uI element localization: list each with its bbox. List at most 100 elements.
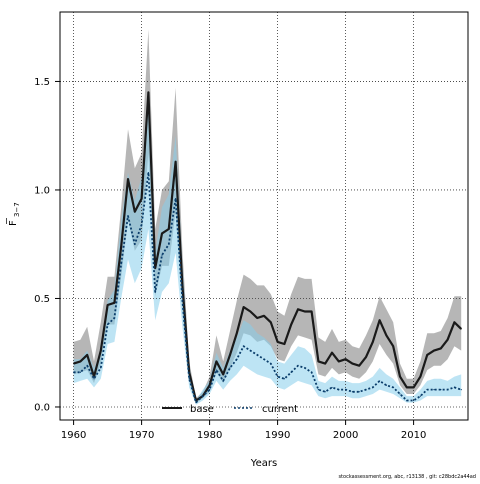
current-point-1978 — [195, 402, 197, 404]
y-tick-label-1.5: 1.5 — [34, 77, 50, 88]
current-point-2017 — [460, 389, 462, 391]
x-axis: 1960 1970 1980 1990 2000 2010 — [61, 420, 426, 441]
grid-lines — [60, 12, 468, 420]
base-point-1994 — [304, 310, 306, 313]
current-point-2013 — [433, 389, 435, 391]
base-point-2017 — [460, 328, 462, 330]
base-point-2006 — [385, 334, 387, 336]
current-point-1991 — [283, 378, 285, 380]
base-point-1995 — [311, 310, 313, 313]
y-axis-title-subscript: 3−7 — [13, 202, 21, 217]
base-point-1997 — [324, 362, 326, 365]
base-point-1988 — [263, 315, 265, 317]
base-point-2003 — [365, 356, 367, 358]
current-point-1994 — [304, 367, 306, 369]
current-point-1996 — [317, 389, 319, 391]
y-axis-title-main: F — [8, 220, 19, 226]
base-point-2005 — [379, 319, 381, 321]
x-tick-label-1990: 1990 — [265, 430, 290, 441]
base-point-2012 — [426, 354, 428, 356]
base-point-2014 — [440, 347, 442, 349]
current-point-2001 — [351, 391, 353, 393]
current-point-1976 — [181, 300, 183, 302]
base-series-line — [73, 91, 462, 402]
base-point-1971 — [147, 91, 149, 93]
current-point-1993 — [297, 365, 299, 367]
legend: base current — [162, 404, 298, 415]
base-confidence-band — [73, 29, 462, 403]
current-point-1997 — [324, 391, 326, 393]
current-point-2010 — [413, 399, 415, 402]
current-point-1981 — [215, 369, 217, 371]
current-point-2002 — [358, 391, 360, 393]
base-point-2008 — [399, 375, 401, 378]
current-point-2004 — [372, 386, 374, 389]
current-point-2009 — [406, 399, 408, 402]
base-point-1989 — [270, 321, 272, 323]
current-point-2014 — [440, 389, 442, 391]
current-point-1987 — [256, 354, 258, 356]
base-point-1974 — [168, 228, 170, 230]
current-point-1984 — [236, 358, 238, 360]
current-point-1983 — [229, 367, 231, 369]
current-points — [73, 171, 462, 404]
current-point-2003 — [365, 389, 367, 391]
base-point-1970 — [141, 198, 143, 200]
base-point-1981 — [215, 360, 217, 363]
base-point-1982 — [222, 373, 224, 376]
x-tick-label-1960: 1960 — [61, 430, 86, 441]
current-point-2006 — [385, 384, 387, 386]
x-tick-label-2000: 2000 — [333, 430, 358, 441]
current-point-1992 — [290, 371, 292, 373]
current-point-1966 — [113, 317, 115, 319]
base-point-1968 — [127, 178, 129, 180]
current-point-1989 — [270, 362, 272, 365]
x-axis-title: Years — [250, 458, 277, 469]
plot-frame — [59, 11, 469, 421]
y-tick-label-0.5: 0.5 — [34, 294, 50, 305]
current-point-1985 — [243, 345, 245, 347]
base-point-2007 — [392, 345, 394, 347]
base-point-1972 — [154, 267, 156, 269]
base-point-2004 — [372, 341, 374, 343]
current-point-1988 — [263, 358, 265, 360]
base-point-1992 — [290, 323, 292, 326]
current-point-1967 — [120, 263, 122, 265]
y-axis-title-text: F 3−7 — [8, 202, 21, 226]
current-point-1990 — [277, 375, 279, 378]
current-point-1998 — [331, 386, 333, 389]
legend-current-label: current — [262, 404, 298, 415]
base-point-2000 — [345, 358, 347, 360]
base-point-2002 — [358, 365, 360, 367]
current-point-1961 — [79, 371, 81, 373]
base-point-1987 — [256, 317, 258, 319]
y-tick-label-0.0: 0.0 — [34, 402, 50, 413]
base-point-1993 — [297, 308, 299, 310]
current-point-2007 — [392, 386, 394, 389]
confidence-bands — [73, 29, 462, 405]
current-point-1980 — [209, 389, 211, 391]
base-point-1980 — [209, 384, 211, 386]
series-lines — [73, 91, 462, 404]
base-point-1964 — [100, 349, 102, 352]
base-point-2011 — [419, 375, 421, 378]
current-point-2012 — [426, 389, 428, 391]
current-point-2008 — [399, 393, 401, 395]
current-point-1982 — [222, 380, 224, 382]
current-point-1979 — [202, 395, 204, 397]
base-point-1985 — [243, 306, 245, 308]
base-point-1986 — [249, 310, 251, 313]
current-point-2000 — [345, 389, 347, 391]
current-point-1960 — [73, 371, 75, 373]
y-axis: 0.0 0.5 1.0 1.5 — [34, 77, 60, 413]
current-point-2011 — [419, 395, 421, 397]
base-point-1973 — [161, 232, 163, 234]
current-point-1975 — [175, 198, 177, 200]
y-tick-label-1.0: 1.0 — [34, 185, 50, 196]
legend-base-label: base — [190, 404, 214, 415]
base-point-2016 — [453, 321, 455, 323]
current-point-1977 — [188, 378, 190, 380]
base-point-1969 — [134, 211, 136, 213]
